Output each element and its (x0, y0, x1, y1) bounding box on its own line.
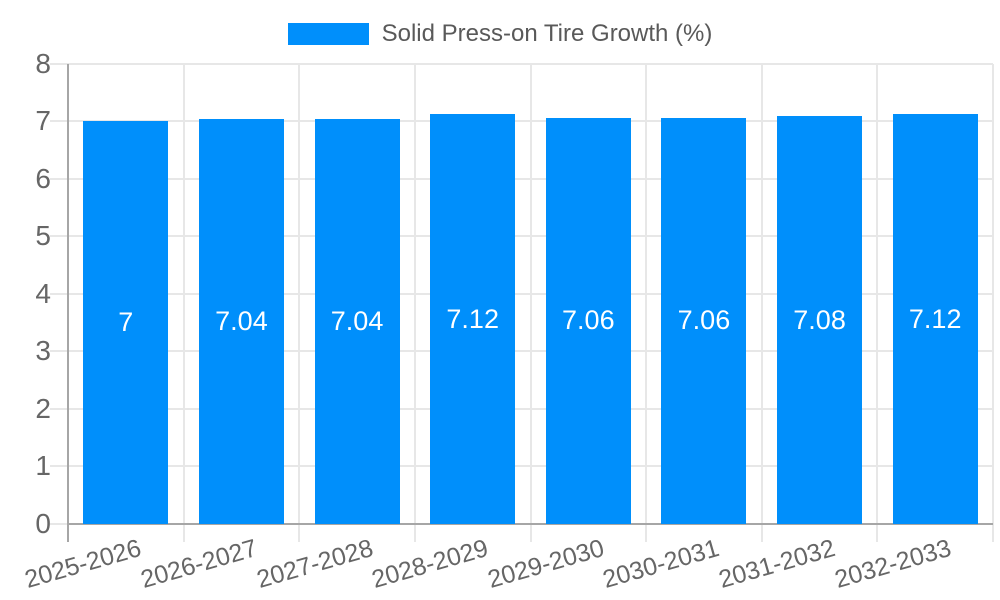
y-gridline (50, 177, 993, 180)
y-tick-label: 7 (35, 105, 51, 137)
bar[interactable]: 7 (83, 121, 169, 524)
x-gridline (298, 63, 301, 524)
x-gridline (876, 63, 879, 524)
bar[interactable]: 7.12 (430, 114, 516, 524)
x-axis-tick (645, 524, 648, 542)
bar-value-label: 7.04 (330, 305, 384, 336)
y-tick-label: 4 (35, 277, 51, 309)
x-axis-tick (760, 524, 763, 542)
x-tick-label: 2030-2031 (600, 534, 723, 594)
x-tick-label: 2029-2030 (484, 534, 608, 594)
bar-value-label: 7.12 (446, 303, 499, 334)
x-gridline (760, 63, 763, 524)
bar[interactable]: 7.12 (892, 114, 978, 524)
x-tick-label: 2028-2029 (368, 534, 492, 594)
x-axis-tick (182, 524, 185, 542)
bar-value-label: 7.06 (677, 305, 731, 336)
x-gridline (992, 63, 994, 524)
legend-item[interactable]: Solid Press-on Tire Growth (%) (287, 20, 713, 48)
y-gridline (50, 465, 993, 468)
y-gridline (50, 62, 993, 65)
x-gridline (529, 63, 532, 524)
x-tick-label: 2026-2027 (137, 534, 261, 594)
y-gridline (50, 235, 993, 238)
y-gridline (50, 407, 993, 410)
legend-label: Solid Press-on Tire Growth (%) (381, 20, 713, 47)
chart-legend: Solid Press-on Tire Growth (%) (0, 20, 1000, 48)
x-tick-label: 2031-2032 (715, 534, 839, 594)
y-tick-label: 0 (35, 508, 51, 539)
bar[interactable]: 7.06 (661, 117, 747, 524)
x-gridline (645, 63, 648, 524)
bar[interactable]: 7.06 (545, 117, 631, 524)
y-gridline (50, 292, 993, 295)
y-axis-line (67, 63, 69, 542)
y-tick-label: 2 (35, 392, 51, 424)
y-tick-label: 1 (35, 450, 51, 482)
bar-value-label: 7.08 (793, 304, 846, 335)
bar-value-label: 7.06 (562, 305, 615, 336)
bar[interactable]: 7.08 (777, 116, 863, 524)
x-axis-tick (529, 524, 532, 542)
bar-value-label: 7.04 (215, 305, 268, 336)
x-tick-label: 2025-2026 (21, 534, 145, 594)
bar[interactable]: 7.04 (314, 118, 400, 524)
x-gridline (413, 63, 416, 524)
x-tick-label: 2027-2028 (253, 534, 376, 594)
x-axis-tick (298, 524, 301, 542)
bar-value-label: 7.12 (908, 303, 962, 334)
x-axis-line (68, 523, 993, 525)
y-gridline (50, 350, 993, 353)
y-tick-label: 8 (35, 47, 51, 79)
x-gridline (182, 63, 185, 524)
x-tick-label: 2032-2033 (831, 534, 954, 594)
x-axis-tick (413, 524, 416, 542)
y-gridline (50, 120, 993, 123)
y-tick-label: 3 (35, 335, 51, 367)
legend-marker-swatch (287, 23, 369, 45)
x-axis-tick (876, 524, 879, 542)
bar[interactable]: 7.04 (198, 118, 284, 524)
bar-value-label: 7 (118, 307, 134, 338)
y-tick-label: 6 (35, 162, 51, 194)
x-axis-tick (992, 524, 994, 542)
y-tick-label: 5 (35, 220, 51, 252)
